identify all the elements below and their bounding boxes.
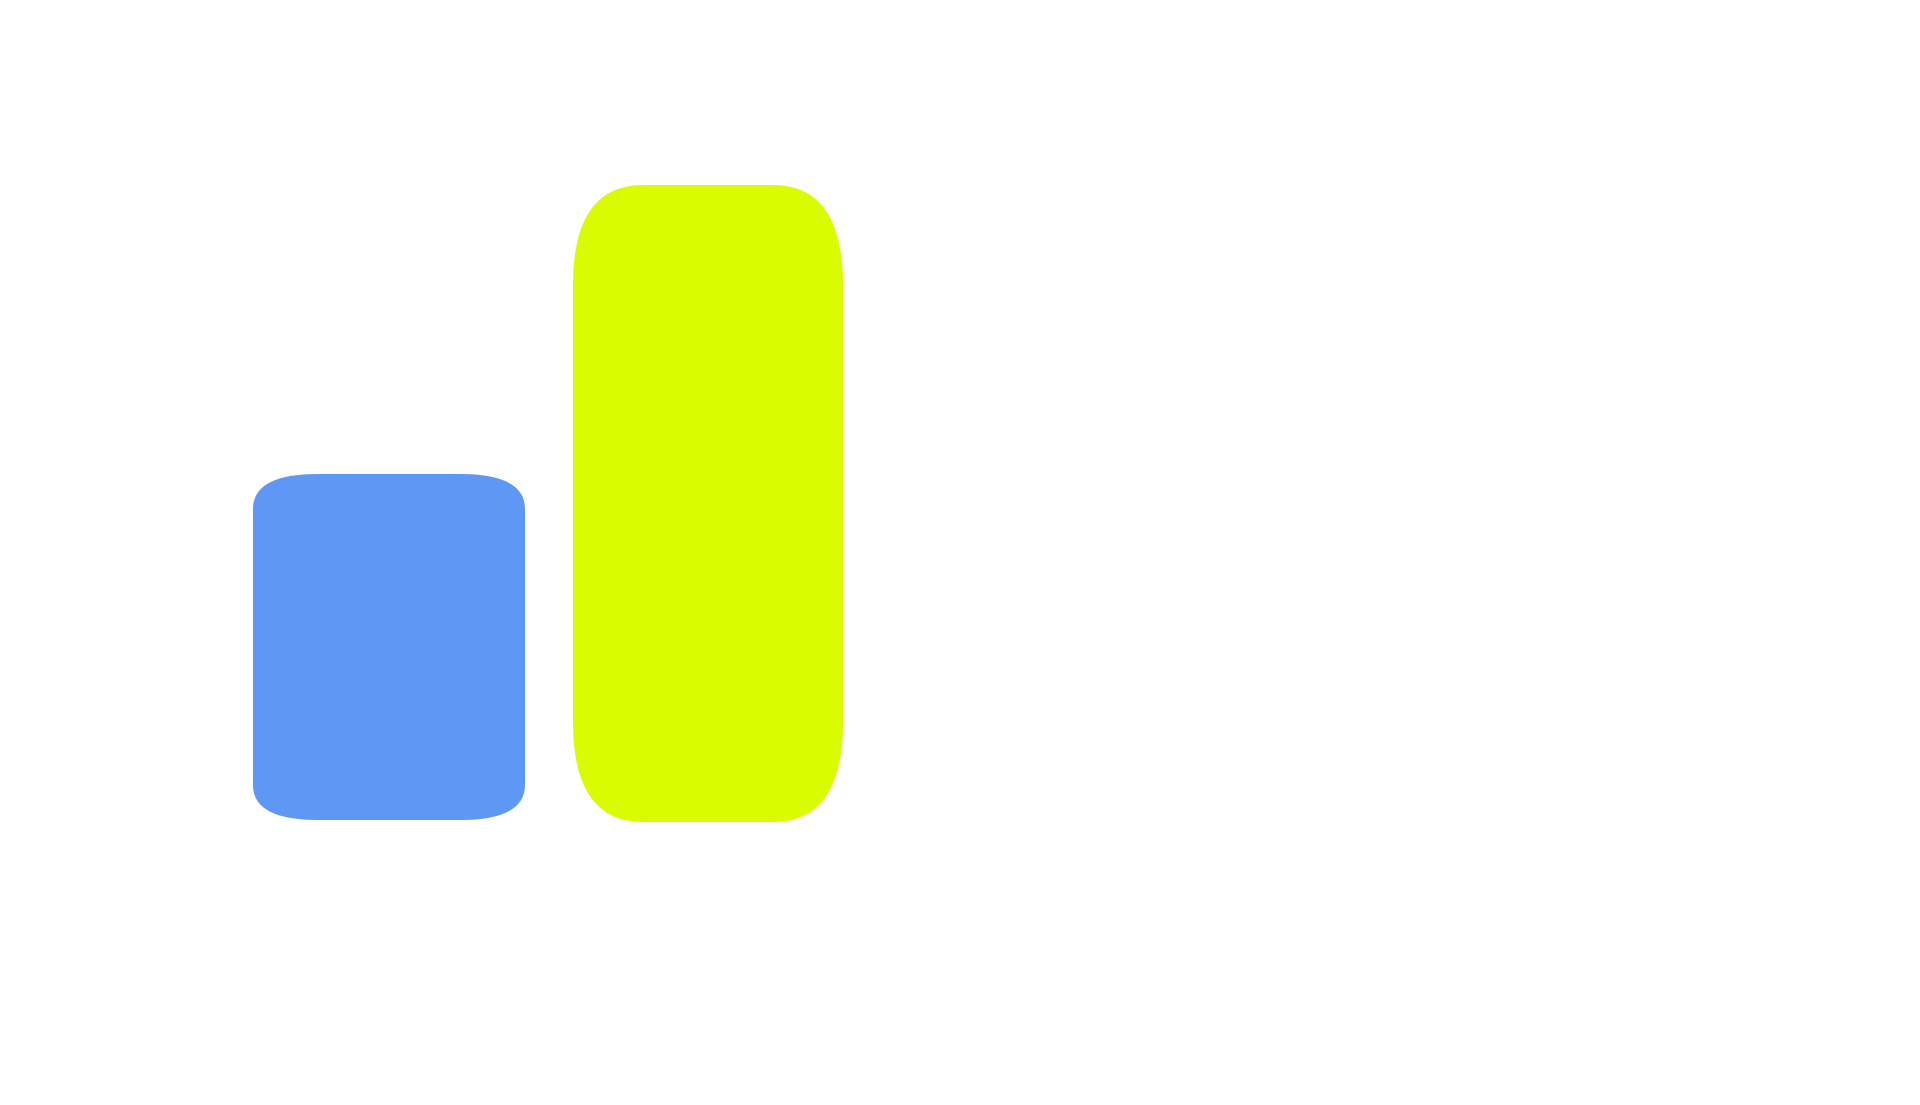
short-blue-bar [253,474,525,820]
tall-yellow-bar [573,185,843,822]
